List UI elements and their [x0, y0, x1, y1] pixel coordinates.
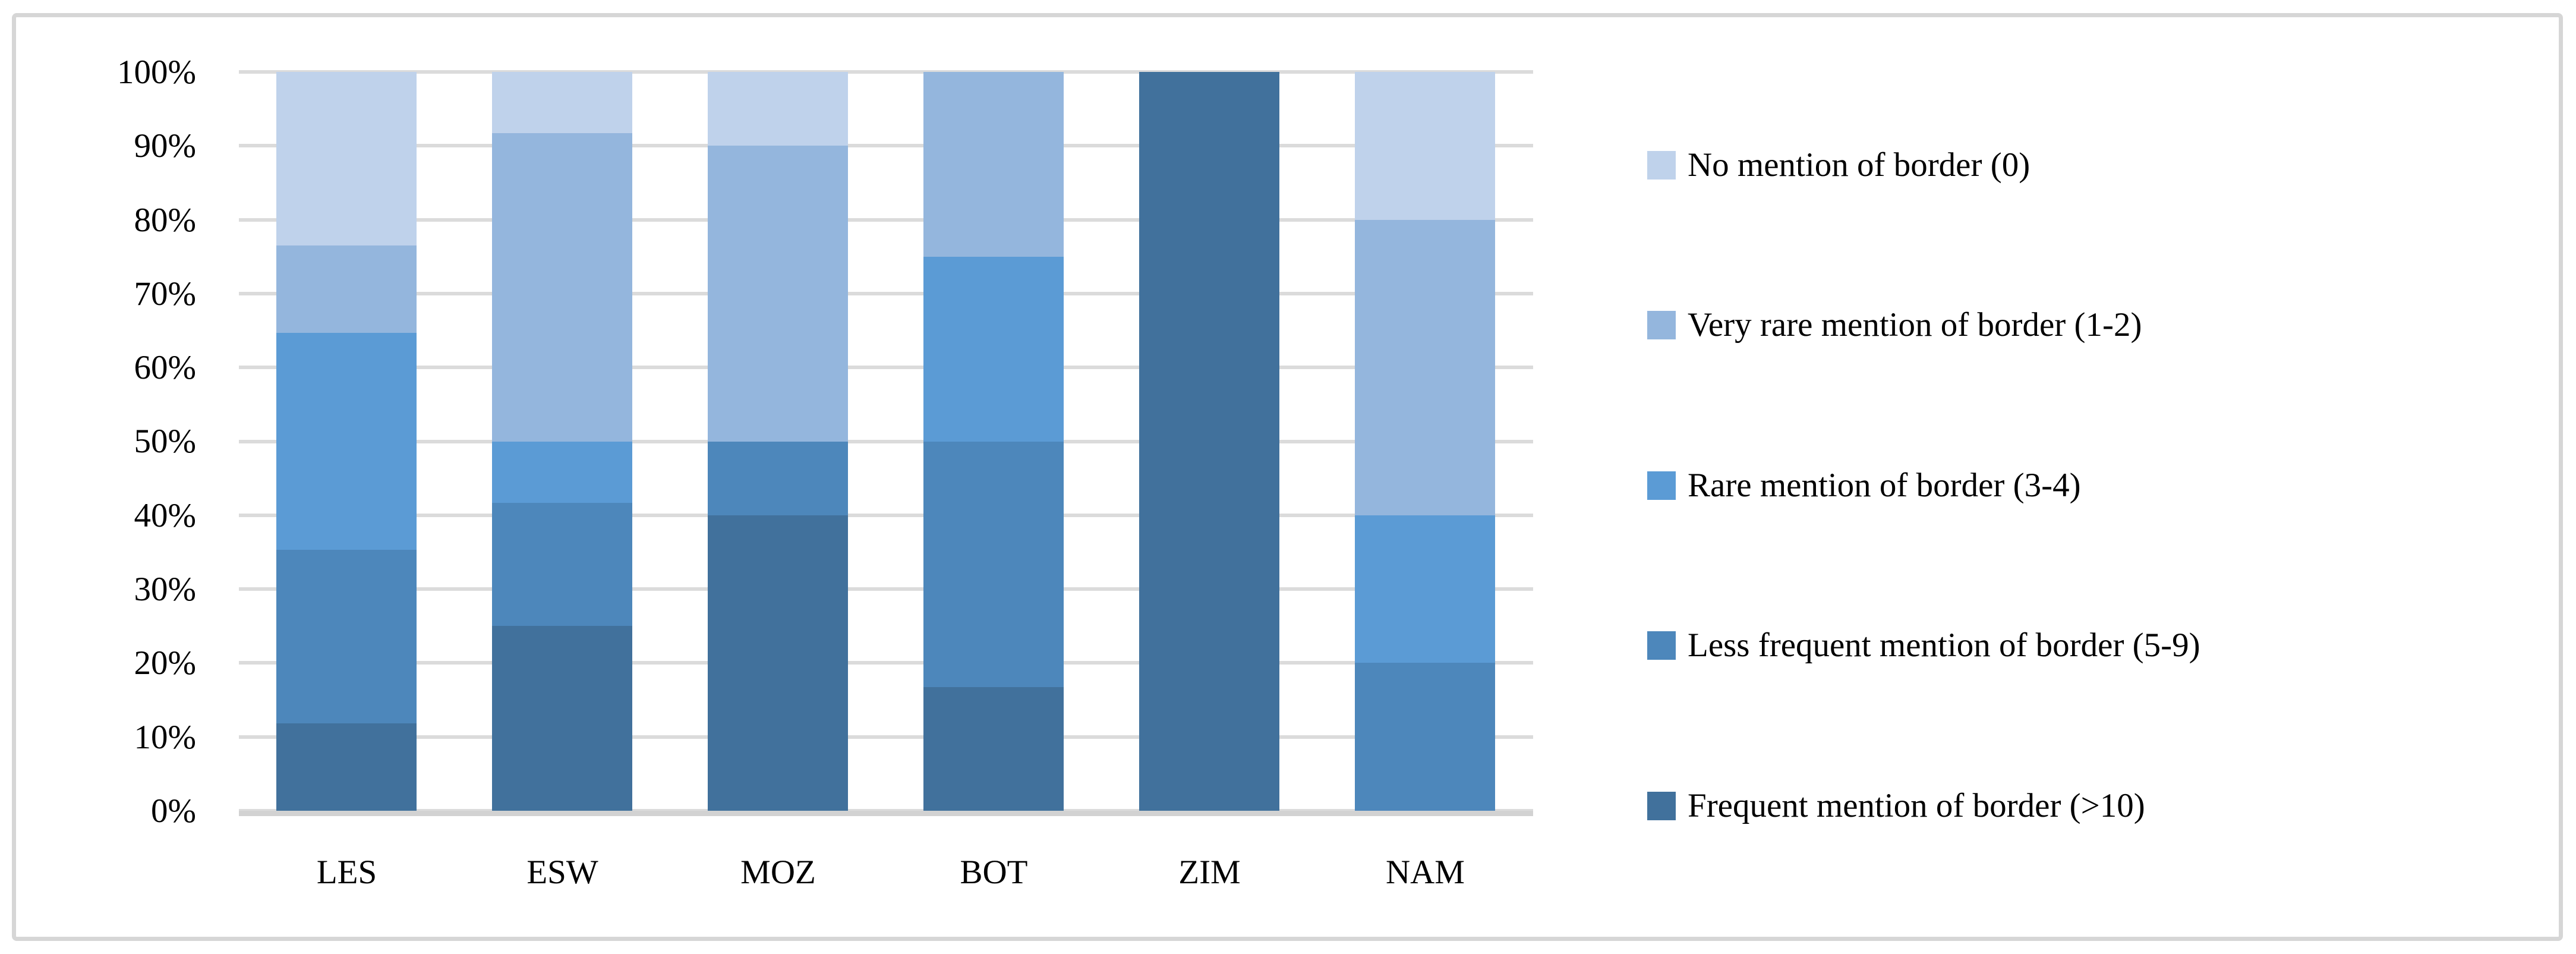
y-tick-90: 90% — [134, 127, 196, 165]
legend-label-very-rare: Very rare mention of border (1-2) — [1688, 306, 2142, 344]
gridline-40% — [239, 514, 1533, 517]
bar-segment-nam — [1355, 663, 1495, 811]
bar-segment-moz — [708, 515, 848, 811]
plot-area — [239, 70, 1533, 816]
legend-swatch-very-rare-icon — [1647, 311, 1676, 339]
gridline-60% — [239, 366, 1533, 369]
bar-zim — [1139, 72, 1279, 811]
bar-segment-nam — [1355, 72, 1495, 220]
legend-swatch-frequent-icon — [1647, 792, 1676, 820]
y-tick-30: 30% — [134, 571, 196, 608]
y-tick-10: 10% — [134, 719, 196, 756]
legend-item-very-rare: Very rare mention of border (1-2) — [1647, 308, 2142, 342]
bar-segment-moz — [708, 72, 848, 146]
x-tick-moz: MOZ — [740, 854, 816, 891]
bar-segment-moz — [708, 146, 848, 442]
bar-segment-bot — [923, 687, 1064, 811]
gridline-50% — [239, 440, 1533, 443]
y-tick-20: 20% — [134, 644, 196, 682]
legend-label-less-frequent: Less frequent mention of border (5-9) — [1688, 626, 2200, 664]
x-tick-nam: NAM — [1385, 854, 1465, 891]
legend-label-frequent: Frequent mention of border (>10) — [1688, 787, 2145, 824]
x-axis-line — [239, 811, 1533, 816]
gridline-80% — [239, 218, 1533, 222]
x-tick-esw: ESW — [526, 854, 598, 891]
bars-layer — [239, 72, 1533, 811]
bar-segment-zim — [1139, 72, 1279, 811]
legend-item-no-mention: No mention of border (0) — [1647, 148, 2030, 182]
bar-segment-esw — [492, 626, 632, 811]
bar-segment-les — [276, 72, 417, 246]
legend-item-rare: Rare mention of border (3-4) — [1647, 468, 2081, 503]
x-tick-bot: BOT — [960, 854, 1028, 891]
bar-esw — [492, 72, 632, 811]
y-tick-0: 0% — [151, 792, 196, 830]
gridline-20% — [239, 661, 1533, 665]
bar-segment-bot — [923, 72, 1064, 257]
gridline-100% — [239, 70, 1533, 74]
legend-label-rare: Rare mention of border (3-4) — [1688, 467, 2081, 504]
legend-item-less-frequent: Less frequent mention of border (5-9) — [1647, 628, 2200, 663]
y-tick-60: 60% — [134, 349, 196, 386]
bar-les — [276, 72, 417, 811]
bar-segment-les — [276, 550, 417, 724]
y-tick-70: 70% — [134, 275, 196, 313]
bar-moz — [708, 72, 848, 811]
bar-segment-esw — [492, 133, 632, 442]
legend-swatch-no-mention-icon — [1647, 151, 1676, 180]
bar-segment-nam — [1355, 515, 1495, 663]
y-tick-50: 50% — [134, 423, 196, 460]
x-tick-les: LES — [316, 854, 377, 891]
bar-bot — [923, 72, 1064, 811]
gridline-10% — [239, 735, 1533, 739]
bar-segment-bot — [923, 441, 1064, 688]
bar-segment-esw — [492, 441, 632, 503]
gridline-70% — [239, 292, 1533, 295]
y-tick-80: 80% — [134, 201, 196, 239]
bar-segment-les — [276, 245, 417, 333]
legend-item-frequent: Frequent mention of border (>10) — [1647, 789, 2145, 823]
bar-nam — [1355, 72, 1495, 811]
y-tick-100: 100% — [117, 53, 196, 91]
legend-swatch-less-frequent-icon — [1647, 631, 1676, 660]
bar-segment-bot — [923, 256, 1064, 442]
bar-segment-nam — [1355, 219, 1495, 515]
gridline-30% — [239, 587, 1533, 591]
bar-segment-les — [276, 723, 417, 811]
x-tick-zim: ZIM — [1178, 854, 1241, 891]
bar-segment-moz — [708, 441, 848, 515]
bar-segment-esw — [492, 502, 632, 626]
legend-label-no-mention: No mention of border (0) — [1688, 146, 2030, 184]
y-tick-40: 40% — [134, 497, 196, 534]
legend-swatch-rare-icon — [1647, 471, 1676, 500]
bar-segment-esw — [492, 72, 632, 134]
bar-segment-les — [276, 332, 417, 550]
gridline-90% — [239, 144, 1533, 147]
